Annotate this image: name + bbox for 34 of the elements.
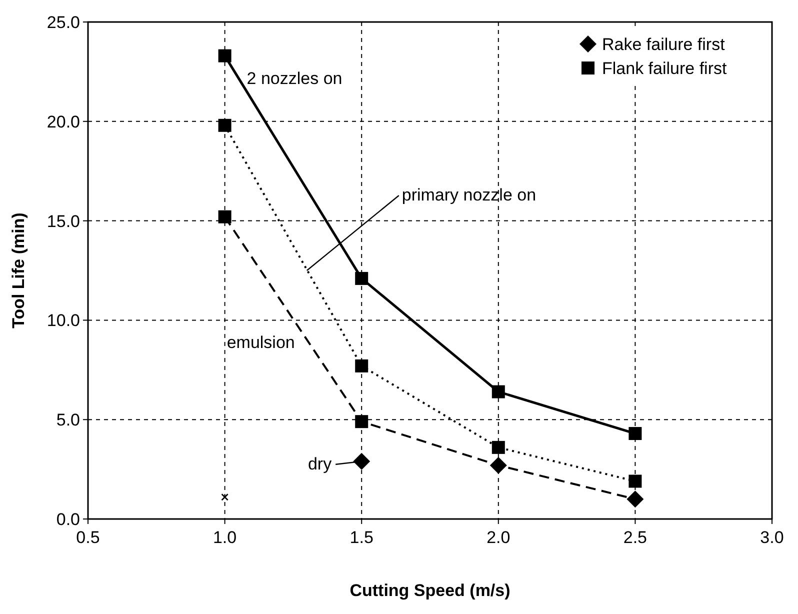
point — [628, 427, 642, 440]
annotation: primary nozzle on — [402, 186, 536, 204]
x-tick-label: 1.5 — [350, 528, 374, 547]
y-tick-label: 25.0 — [46, 13, 80, 32]
x-tick-label: 2.0 — [486, 528, 510, 547]
y-tick-label: 0.0 — [56, 510, 80, 529]
point — [355, 359, 368, 372]
y-tick-label: 20.0 — [46, 112, 80, 132]
legend-label: Rake failure first — [602, 35, 726, 54]
y-tick-label: 5.0 — [56, 410, 80, 430]
x-tick-label: 3.0 — [760, 528, 784, 547]
annotation: dry — [308, 454, 332, 474]
point — [218, 210, 232, 224]
x-tick-label: 2.5 — [623, 528, 648, 547]
y-axis-title: Tool Life (min) — [9, 212, 28, 328]
point — [492, 385, 505, 398]
point — [221, 493, 228, 501]
annotation: emulsion — [226, 333, 295, 352]
y-tick-label: 10.0 — [46, 311, 80, 330]
point — [628, 474, 642, 488]
point — [626, 490, 644, 508]
point — [492, 440, 505, 454]
point — [218, 118, 232, 132]
x-tick-label: 1.0 — [212, 528, 237, 547]
x-tick-label: 0.5 — [76, 528, 100, 547]
point — [355, 415, 368, 428]
legend-label: Flank failure first — [602, 59, 727, 78]
point — [353, 452, 370, 470]
x-axis-title: Cutting Speed (m/s) — [350, 581, 510, 600]
point — [355, 272, 368, 285]
annotation: 2 nozzles on — [246, 68, 342, 88]
y-tick-label: 15.0 — [46, 212, 80, 231]
point — [490, 456, 507, 474]
point — [218, 49, 232, 62]
